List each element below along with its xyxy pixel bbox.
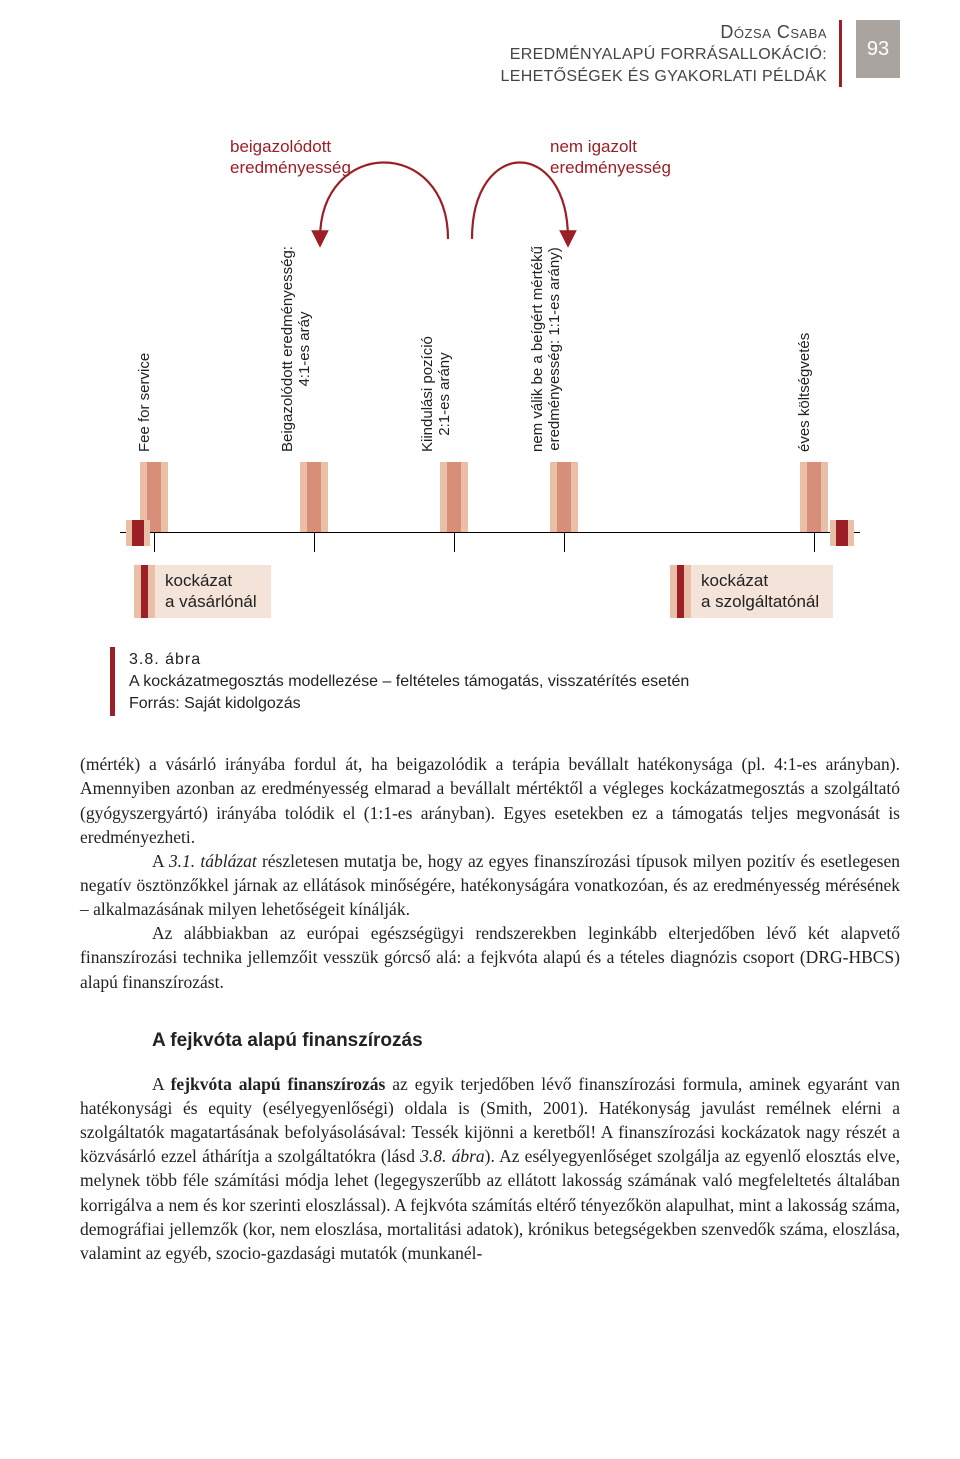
- paragraph-2: A 3.1. táblázat részletesen mutatja be, …: [80, 849, 900, 921]
- risk-sharing-diagram: beigazolódott eredményesség nem igazolt e…: [110, 127, 870, 627]
- diagram-bar-label: nem válik be a beígért mértékűeredményes…: [530, 247, 563, 463]
- paragraph-1: (mérték) a vásárló irányába fordul át, h…: [80, 752, 900, 849]
- diagram-bar: éves költségvetés: [800, 462, 828, 532]
- p2-em: 3.1. táblázat: [169, 851, 257, 871]
- diagram-top-label: nem igazolt eredményesség: [550, 137, 671, 178]
- risk-box: kockázat a vásárlónál: [134, 565, 271, 618]
- section-title: A fejkvóta alapú finanszírozás: [152, 1028, 900, 1054]
- diagram-bar: Kiindulási pozíció2:1-es arány: [440, 462, 468, 532]
- diagram-bar-label: Beigazolódott eredményesség:4:1-es aráy: [280, 247, 313, 463]
- figure-title: A kockázatmegosztás modellezése – feltét…: [129, 671, 870, 693]
- diagram-bar-label: Kiindulási pozíció2:1-es arány: [420, 337, 453, 463]
- header-title-2: lehetőségek és gyakorlati példák: [501, 66, 827, 88]
- diagram-bar: nem válik be a beígért mértékűeredményes…: [550, 462, 578, 532]
- figure-caption: 3.8. ábra A kockázatmegosztás modellezés…: [110, 647, 870, 716]
- figure-source: Forrás: Saját kidolgozás: [129, 693, 870, 715]
- figure-number: 3.8. ábra: [129, 649, 870, 671]
- paragraph-3: Az alábbiakban az európai egészségügyi r…: [80, 921, 900, 993]
- p2-lead: A: [152, 851, 169, 871]
- axis-cap: [830, 520, 854, 546]
- diagram-top-label: beigazolódott eredményesség: [230, 137, 351, 178]
- p4-em: 3.8. ábra: [420, 1146, 485, 1166]
- running-header: Dózsa Csaba Eredményalapú forrásallokáci…: [80, 20, 900, 87]
- axis-cap: [126, 520, 150, 546]
- header-text: Dózsa Csaba Eredményalapú forrásallokáci…: [501, 20, 842, 87]
- diagram-bar: Beigazolódott eredményesség:4:1-es aráy: [300, 462, 328, 532]
- header-title-1: Eredményalapú forrásallokáció:: [501, 44, 827, 66]
- risk-box: kockázat a szolgáltatónál: [670, 565, 833, 618]
- header-author: Dózsa Csaba: [501, 20, 827, 44]
- diagram-bar-label: Fee for service: [136, 353, 153, 462]
- paragraph-4: A fejkvóta alapú finanszírozás az egyik …: [80, 1072, 900, 1265]
- p4-bold: fejkvóta alapú finanszírozás: [171, 1074, 386, 1094]
- p4-a: A: [152, 1074, 171, 1094]
- body-text: (mérték) a vásárló irányába fordul át, h…: [80, 752, 900, 1265]
- page-number: 93: [856, 20, 900, 78]
- diagram-bar-label: éves költségvetés: [796, 333, 813, 462]
